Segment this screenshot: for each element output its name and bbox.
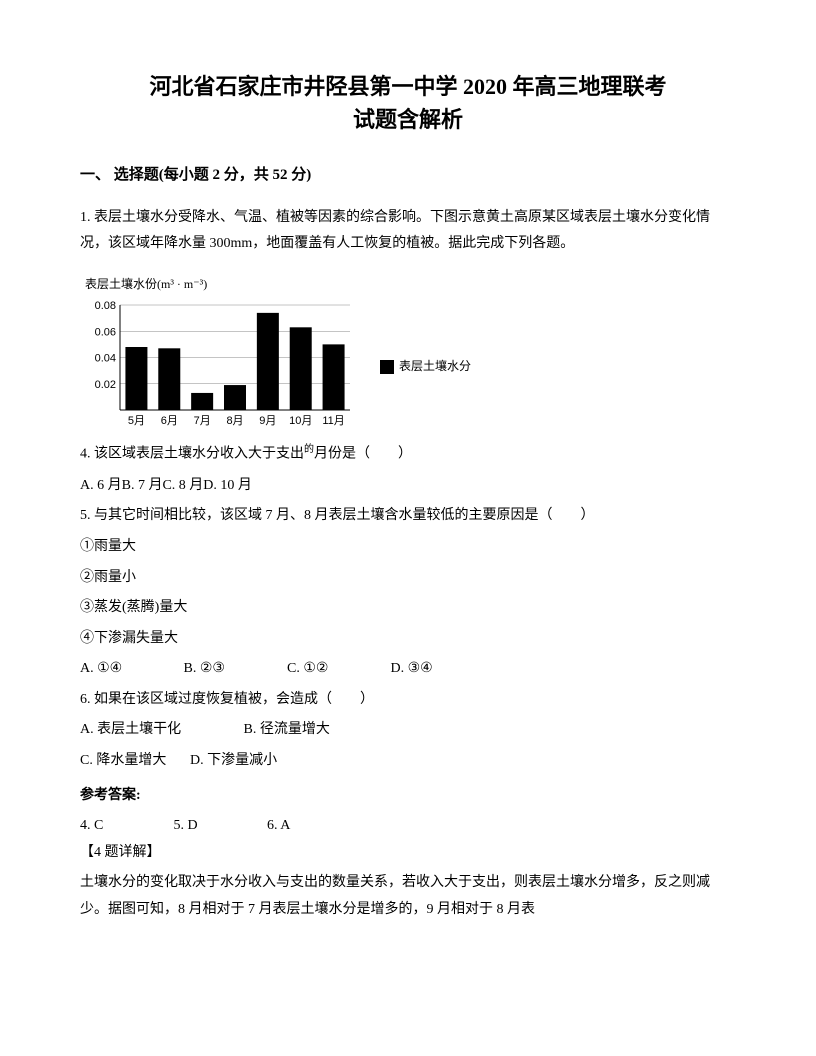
svg-text:5月: 5月: [128, 415, 145, 427]
q5-choice-c: C. ①②: [287, 656, 387, 683]
legend-square: [380, 360, 394, 374]
q4-stem: 4. 该区域表层土壤水分收入大于支出的月份是（ ）: [80, 440, 736, 468]
answer-5: 5. D: [174, 813, 264, 840]
q5-opt3: ③蒸发(蒸腾)量大: [80, 595, 736, 622]
q5-choice-a: A. ①④: [80, 656, 180, 683]
q6-opt-b: B. 径流量增大: [244, 722, 330, 737]
svg-text:0.02: 0.02: [95, 379, 116, 391]
q4-suffix: 月份是（ ）: [314, 447, 412, 462]
svg-text:9月: 9月: [259, 415, 276, 427]
intro-text: 1. 表层土壤水分受降水、气温、植被等因素的综合影响。下图示意黄土高原某区域表层…: [80, 205, 736, 258]
legend-label: 表层土壤水分: [399, 355, 471, 378]
q4-options: A. 6 月B. 7 月C. 8 月D. 10 月: [80, 473, 736, 500]
q4-stem-text: 4. 该区域表层土壤水分收入大于支出: [80, 447, 304, 462]
q6-opt-a: A. 表层土壤干化: [80, 717, 240, 744]
chart-ylabel: 表层土壤水份(m³ · m⁻³): [85, 273, 736, 296]
svg-text:0.04: 0.04: [95, 353, 116, 365]
q5-choices: A. ①④ B. ②③ C. ①② D. ③④: [80, 656, 736, 683]
q6-stem: 6. 如果在该区域过度恢复植被，会造成（ ）: [80, 687, 736, 714]
svg-text:11月: 11月: [322, 415, 344, 427]
q5-stem: 5. 与其它时间相比较，该区域 7 月、8 月表层土壤含水量较低的主要原因是（ …: [80, 503, 736, 530]
answer-4: 4. C: [80, 813, 170, 840]
q6-options-ab: A. 表层土壤干化 B. 径流量增大: [80, 717, 736, 744]
q4-superscript: 的: [304, 444, 314, 455]
q5-choice-b: B. ②③: [184, 656, 284, 683]
title-line2: 试题含解析: [80, 103, 736, 136]
explanation-header: 【4 题详解】: [80, 840, 736, 867]
svg-text:8月: 8月: [226, 415, 243, 427]
page-title: 河北省石家庄市井陉县第一中学 2020 年高三地理联考 试题含解析: [80, 70, 736, 136]
q6-opt-d: D. 下渗量减小: [190, 753, 277, 768]
q5-opt4: ④下渗漏失量大: [80, 626, 736, 653]
q5-opt2: ②雨量小: [80, 565, 736, 592]
svg-text:0.06: 0.06: [95, 327, 116, 339]
title-line1: 河北省石家庄市井陉县第一中学 2020 年高三地理联考: [80, 70, 736, 103]
answer-header: 参考答案:: [80, 783, 736, 810]
svg-text:10月: 10月: [289, 415, 312, 427]
q6-options-cd: C. 降水量增大D. 下渗量减小: [80, 748, 736, 775]
chart-legend: 表层土壤水分: [380, 355, 471, 378]
chart-wrapper: 0.02 0.04 0.06 0.08 5月 6月 7月 8月 9月 10月 11月 表层土壤水分: [80, 300, 736, 430]
q5-choice-d: D. ③④: [391, 656, 491, 683]
q6-opt-c: C. 降水量增大: [80, 748, 190, 775]
bar-chart: 0.02 0.04 0.06 0.08 5月 6月 7月 8月 9月 10月 11月: [80, 300, 360, 430]
chart-container: 表层土壤水份(m³ · m⁻³) 0.02 0.04 0.06 0.08 5月 6月 7月 8…: [80, 273, 736, 431]
answer-6: 6. A: [267, 813, 357, 840]
section-header: 一、 选择题(每小题 2 分，共 52 分): [80, 161, 736, 190]
svg-text:0.08: 0.08: [95, 300, 116, 312]
svg-text:6月: 6月: [161, 415, 178, 427]
svg-text:7月: 7月: [194, 415, 211, 427]
q5-opt1: ①雨量大: [80, 534, 736, 561]
answer-line: 4. C 5. D 6. A: [80, 813, 736, 840]
explanation-text: 土壤水分的变化取决于水分收入与支出的数量关系，若收入大于支出，则表层土壤水分增多…: [80, 870, 736, 923]
